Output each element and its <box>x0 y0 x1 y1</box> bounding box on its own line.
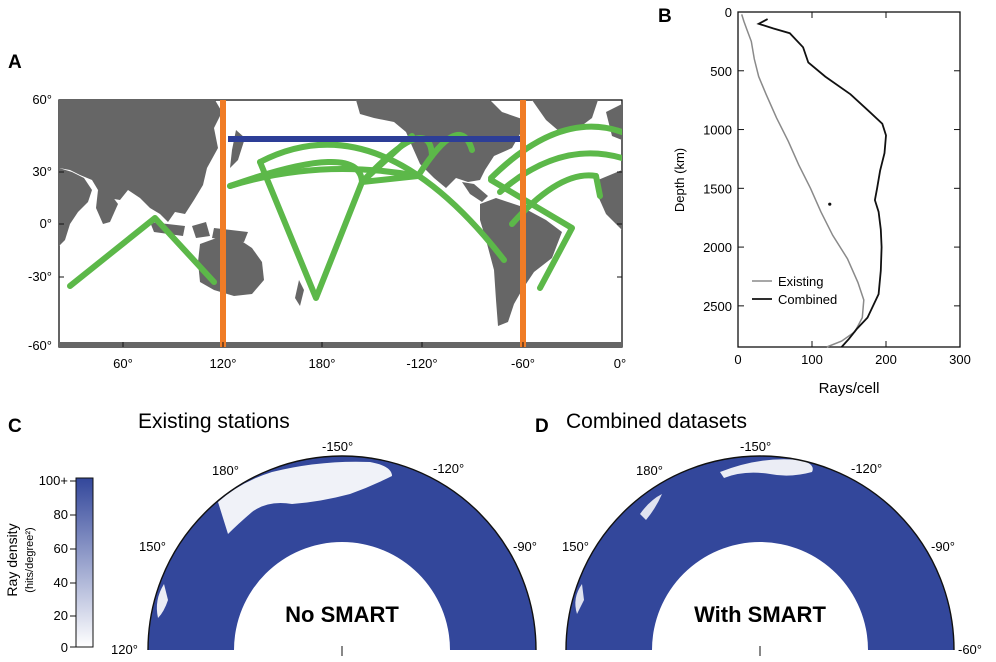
colorbar: C 100+ 80 60 40 20 0 Ray density (hits/d… <box>4 416 94 655</box>
colorbar-tick: 20 <box>54 608 68 623</box>
bound-line-minus60 <box>520 100 526 347</box>
section-c-angle: -150° <box>322 439 353 454</box>
ray-path-11 <box>497 150 622 195</box>
depth-xlabel: Rays/cell <box>819 380 880 397</box>
section-c-overlay: No SMART <box>285 602 399 627</box>
colorbar-tick: 0 <box>61 640 68 655</box>
panel-c-letter: C <box>8 416 22 437</box>
depth-ytick-label: 1500 <box>703 181 732 196</box>
ray-path-14 <box>593 173 603 199</box>
land-indonesia-2 <box>192 222 210 238</box>
land-asia <box>59 100 222 222</box>
section-c-angle: 120° <box>111 642 138 657</box>
depth-xtick-label: 300 <box>949 352 971 367</box>
panel-a-letter: A <box>8 52 22 73</box>
colorbar-bar <box>75 477 94 648</box>
depth-ytick-label: 500 <box>710 64 732 79</box>
ray-path-5 <box>257 141 507 263</box>
land-india <box>96 190 118 224</box>
section-c-angle: 150° <box>139 539 166 554</box>
depth-ytick-label: 2500 <box>703 299 732 314</box>
map-ytick: 30° <box>32 164 52 179</box>
ray-path-3 <box>227 166 421 189</box>
panel-c: Existing stations No SMART 120° 150° 180… <box>111 410 537 657</box>
section-c-outer-arc <box>147 455 537 651</box>
panel-b-letter: B <box>658 6 672 27</box>
legend-existing: Existing <box>778 274 824 289</box>
section-d-angle: -60° <box>958 642 982 657</box>
panel-d-title: Combined datasets <box>566 410 747 433</box>
panel-d: D Combined datasets With SMART 150° 180°… <box>535 410 982 657</box>
section-c-angle: -90° <box>513 539 537 554</box>
colorbar-tick: 80 <box>54 507 68 522</box>
map-xtick: -120° <box>406 356 437 371</box>
land-new-zealand <box>295 280 304 306</box>
section-d-angle: -120° <box>851 461 882 476</box>
section-c-angle: -120° <box>433 461 464 476</box>
series-existing <box>740 14 865 348</box>
section-c-lowdensity-2 <box>156 584 168 618</box>
section-d-angle: 180° <box>636 463 663 478</box>
ray-path-8 <box>359 133 415 185</box>
section-d-overlay: With SMART <box>694 602 826 627</box>
map-ytick: -30° <box>28 269 52 284</box>
map-xtick: 60° <box>113 356 133 371</box>
colorbar-label: Ray density <box>4 523 20 596</box>
series-combined <box>756 18 887 348</box>
map-ytick: 60° <box>32 92 52 107</box>
section-d-angle: 150° <box>562 539 589 554</box>
section-d-outer-arc <box>565 455 955 651</box>
section-c-lowdensity-1 <box>218 461 392 534</box>
ray-path-6 <box>359 173 421 185</box>
depth-chart: 0 100 200 300 0 500 1000 1500 2000 2500 Depth (km… <box>672 5 971 397</box>
map-xtick: 180° <box>309 356 336 371</box>
section-d-fill <box>566 456 954 650</box>
depth-chart-frame <box>737 11 961 348</box>
depth-annotation-dot <box>828 202 832 206</box>
section-d-lowdensity-3 <box>575 584 584 614</box>
land-greenland <box>532 100 598 132</box>
depth-xtick-label: 100 <box>801 352 823 367</box>
map-ytick: 0° <box>40 216 52 231</box>
depth-ylabel: Depth (km) <box>672 148 687 212</box>
panel-c-title: Existing stations <box>138 410 290 433</box>
land-central-america <box>462 182 488 202</box>
map-ytick: -60° <box>28 338 52 353</box>
colorbar-tick: 40 <box>54 575 68 590</box>
land-africa <box>59 168 92 246</box>
ray-path-4 <box>257 159 365 301</box>
section-d-angle: -150° <box>740 439 771 454</box>
section-d-lowdensity-1 <box>720 459 813 478</box>
land-antarctica <box>59 342 622 347</box>
map-xtick: 120° <box>210 356 237 371</box>
colorbar-tick: 60 <box>54 541 68 556</box>
section-c-angle: 180° <box>212 463 239 478</box>
map-xtick: 0° <box>614 356 626 371</box>
ray-path-1 <box>67 215 217 289</box>
bound-line-120 <box>220 100 226 347</box>
colorbar-units: (hits/degree²) <box>24 527 36 592</box>
ray-path-10 <box>488 123 622 181</box>
section-d-angle: -90° <box>931 539 955 554</box>
panel-d-letter: D <box>535 416 549 437</box>
depth-xtick-label: 200 <box>875 352 897 367</box>
land-west-africa <box>598 170 622 230</box>
section-d-lowdensity-2 <box>640 494 662 520</box>
ray-path-12 <box>488 177 575 291</box>
map-panel: 60° 30° 0° -30° -60° 60° 120° 180° -120°… <box>28 92 626 371</box>
depth-xtick-label: 0 <box>734 352 741 367</box>
depth-ytick-label: 1000 <box>703 123 732 138</box>
depth-ytick-label: 2000 <box>703 240 732 255</box>
legend-combined: Combined <box>778 292 837 307</box>
depth-ytick-label: 0 <box>725 5 732 20</box>
map-xtick: -60° <box>511 356 535 371</box>
colorbar-tick: 100+ <box>39 473 68 488</box>
